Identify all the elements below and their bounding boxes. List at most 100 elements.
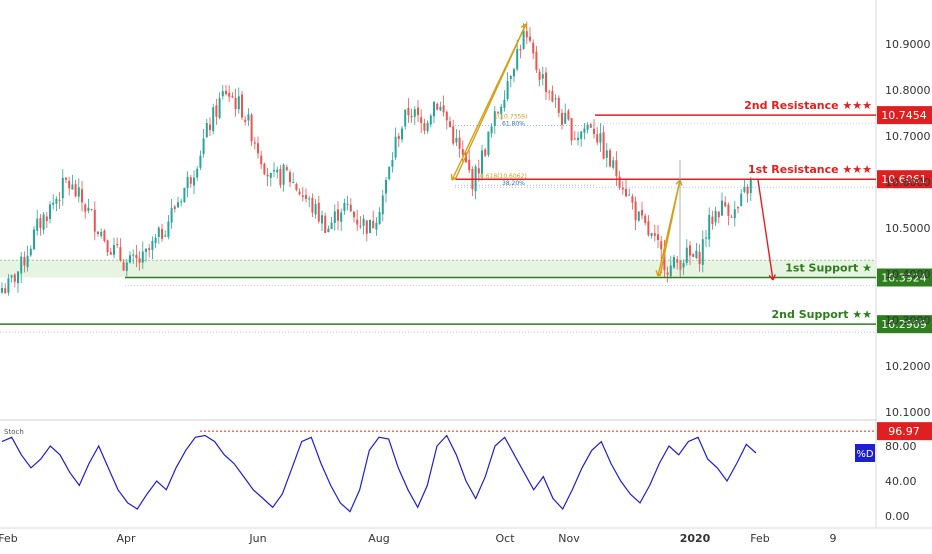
support-zone-band: [0, 260, 876, 278]
candle: [205, 118, 208, 138]
candle: [705, 230, 707, 248]
candle: [650, 232, 653, 239]
candle: [385, 176, 387, 203]
candle: [26, 245, 29, 272]
level-2[interactable]: 1st Resistance ★★★ 10.6061: [455, 163, 932, 189]
candle: [330, 217, 333, 230]
candle: [605, 143, 608, 168]
candle: [33, 225, 35, 251]
candle: [631, 193, 634, 210]
candle: [455, 129, 458, 147]
candle: [727, 202, 730, 226]
candle: [711, 210, 714, 230]
stoch-reference-tag-text: 96.97: [888, 425, 920, 438]
time-tick-label: Feb: [0, 532, 18, 545]
price-tick-label: 10.8000: [885, 84, 931, 97]
candle: [4, 283, 7, 294]
candle: [273, 162, 275, 178]
price-tick-label: 10.9000: [885, 38, 931, 51]
candle: [708, 207, 711, 247]
level-1[interactable]: 2nd Resistance ★★★ 10.7454: [595, 99, 932, 125]
candle: [228, 85, 231, 103]
candle: [241, 91, 243, 121]
candle: [145, 248, 147, 262]
time-tick-label: 2020: [680, 532, 711, 545]
candle: [503, 90, 506, 112]
candle: [282, 163, 285, 192]
level-price-tag-text: 10.7454: [881, 109, 927, 122]
time-tick-label: Aug: [368, 532, 389, 545]
level-3[interactable]: 1st Support ★ 10.3924: [125, 261, 932, 287]
price-tick-label: 10.3000: [885, 314, 931, 327]
candle: [647, 215, 650, 237]
candle: [17, 270, 19, 293]
candle: [87, 198, 90, 214]
projection-arrow: [757, 179, 776, 281]
candle: [349, 198, 352, 213]
candle: [551, 85, 554, 103]
candle: [417, 100, 419, 123]
candle: [637, 210, 640, 222]
time-tick-label: Jun: [248, 532, 266, 545]
candle: [132, 249, 135, 264]
candle: [625, 179, 627, 198]
candle: [602, 125, 605, 160]
candle: [673, 254, 675, 270]
candle: [535, 45, 538, 74]
candle: [20, 252, 23, 283]
candle: [660, 236, 663, 260]
candle: [666, 266, 669, 283]
candle: [161, 223, 163, 242]
candle: [260, 150, 263, 169]
stoch-reference-tag: [877, 422, 932, 441]
candle: [685, 239, 688, 266]
candle: [84, 203, 87, 219]
candle: [317, 195, 320, 224]
candle: [135, 245, 138, 268]
level-price-tag: [877, 106, 932, 125]
candle: [61, 169, 64, 206]
candle: [193, 170, 195, 195]
level-label: 1st Resistance ★★★: [748, 163, 872, 176]
candle: [42, 212, 45, 235]
candle: [477, 159, 480, 182]
candle: [407, 98, 410, 123]
fib-retrace-arrow: [450, 23, 527, 181]
candle: [426, 120, 429, 134]
candle: [749, 176, 752, 201]
candle: [519, 44, 522, 59]
candle: [285, 164, 288, 172]
candle: [250, 113, 253, 147]
svg-text:38.20%: 38.20%: [502, 180, 525, 187]
candle: [653, 224, 656, 242]
candle: [429, 113, 432, 128]
candle: [148, 244, 151, 258]
level-label: 1st Support ★: [785, 261, 872, 274]
candle: [573, 130, 576, 140]
candle: [269, 172, 272, 187]
candle: [167, 214, 170, 240]
candle: [641, 201, 643, 220]
stoch-legend-text: %D: [856, 449, 874, 460]
candle: [442, 95, 445, 117]
candle: [375, 217, 378, 236]
support-zone: [0, 259, 876, 278]
candle: [481, 144, 483, 181]
candle: [548, 89, 551, 101]
candle: [500, 103, 503, 120]
candle: [154, 233, 157, 248]
candle: [676, 255, 679, 270]
candle: [679, 260, 682, 277]
level-4[interactable]: 2nd Support ★★ 10.2909: [0, 308, 932, 334]
candle: [570, 117, 573, 146]
candle: [189, 175, 192, 188]
candle: [157, 226, 160, 244]
level-price-tag-text: 10.2909: [881, 318, 927, 331]
stoch-d-line: [1, 434, 757, 513]
candle: [1, 282, 3, 294]
candle: [529, 27, 531, 43]
candle: [90, 208, 93, 211]
candle: [346, 195, 349, 211]
